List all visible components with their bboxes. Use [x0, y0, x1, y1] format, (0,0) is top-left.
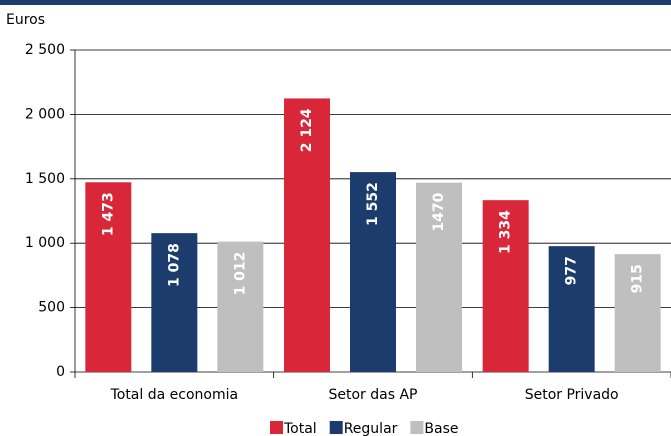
x-tick-label: Setor Privado: [525, 387, 619, 403]
x-tick-label: Total da economia: [110, 387, 238, 403]
value-label: 1470: [431, 192, 447, 231]
bar: [614, 254, 661, 372]
bar: [350, 172, 396, 372]
bar: [217, 241, 264, 372]
y-tick-label: 2 500: [25, 42, 65, 58]
value-label: 1 012: [232, 252, 248, 296]
x-tick-label: Setor das AP: [329, 387, 418, 403]
value-label: 915: [630, 264, 646, 293]
value-label: 977: [564, 256, 580, 285]
legend-swatch: [410, 421, 424, 434]
value-label: 1 473: [100, 192, 116, 236]
y-tick-label: 1 500: [25, 171, 65, 187]
y-tick-label: 2 000: [25, 106, 65, 122]
value-label: 1 552: [365, 182, 381, 226]
bar: [482, 200, 529, 372]
y-tick-label: 1 000: [25, 235, 65, 251]
legend-label: Regular: [344, 421, 398, 436]
y-tick-label: 0: [56, 364, 65, 380]
bar: [85, 182, 132, 372]
legend-swatch: [270, 421, 283, 434]
bar: [284, 98, 330, 372]
legend-label: Base: [424, 421, 458, 436]
value-label: 1 334: [498, 210, 514, 254]
legend-label: Total: [283, 421, 317, 436]
y-tick-label: 500: [38, 300, 65, 316]
value-label: 1 078: [166, 243, 182, 287]
legend-swatch: [329, 421, 343, 434]
bar: [548, 246, 595, 372]
y-axis-label: Euros: [6, 12, 45, 28]
value-label: 2 124: [299, 108, 315, 152]
bar: [416, 182, 462, 372]
bar: [151, 233, 198, 372]
header-band: [0, 0, 671, 5]
